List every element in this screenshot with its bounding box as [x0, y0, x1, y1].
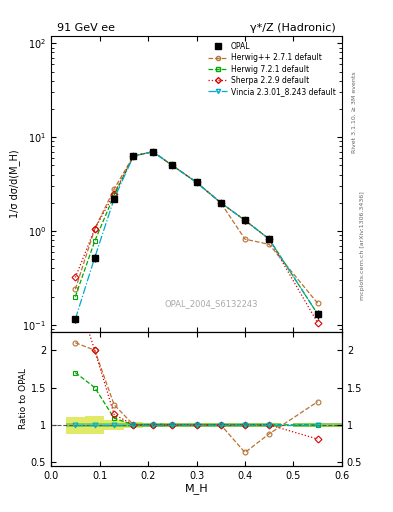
Bar: [233, 422, 257, 427]
Bar: [143, 422, 163, 427]
Bar: [124, 422, 143, 428]
Text: 91 GeV ee: 91 GeV ee: [57, 23, 115, 33]
X-axis label: M_H: M_H: [185, 483, 208, 495]
Text: mcplots.cern.ch [arXiv:1306.3436]: mcplots.cern.ch [arXiv:1306.3436]: [360, 191, 365, 300]
Bar: [143, 422, 163, 427]
Y-axis label: 1/σ dσ/d(M_H): 1/σ dσ/d(M_H): [9, 150, 20, 218]
Bar: [85, 416, 105, 434]
Text: γ*/Z (Hadronic): γ*/Z (Hadronic): [250, 23, 336, 33]
Bar: [257, 422, 281, 427]
Bar: [160, 422, 184, 427]
Text: OPAL_2004_S6132243: OPAL_2004_S6132243: [164, 299, 258, 308]
Y-axis label: Ratio to OPAL: Ratio to OPAL: [19, 368, 28, 429]
Bar: [294, 422, 342, 427]
Bar: [184, 422, 209, 427]
Bar: [66, 422, 85, 427]
Bar: [209, 422, 233, 427]
Bar: [85, 422, 105, 427]
Bar: [233, 422, 257, 427]
Bar: [294, 422, 342, 427]
Text: Rivet 3.1.10, ≥ 3M events: Rivet 3.1.10, ≥ 3M events: [352, 72, 357, 154]
Bar: [66, 417, 85, 434]
Legend: OPAL, Herwig++ 2.7.1 default, Herwig 7.2.1 default, Sherpa 2.2.9 default, Vincia: OPAL, Herwig++ 2.7.1 default, Herwig 7.2…: [206, 39, 338, 98]
Bar: [105, 420, 124, 430]
Bar: [209, 422, 233, 427]
Bar: [105, 422, 124, 427]
Bar: [160, 422, 184, 427]
Bar: [124, 422, 143, 427]
Bar: [257, 422, 281, 427]
Bar: [184, 422, 209, 427]
